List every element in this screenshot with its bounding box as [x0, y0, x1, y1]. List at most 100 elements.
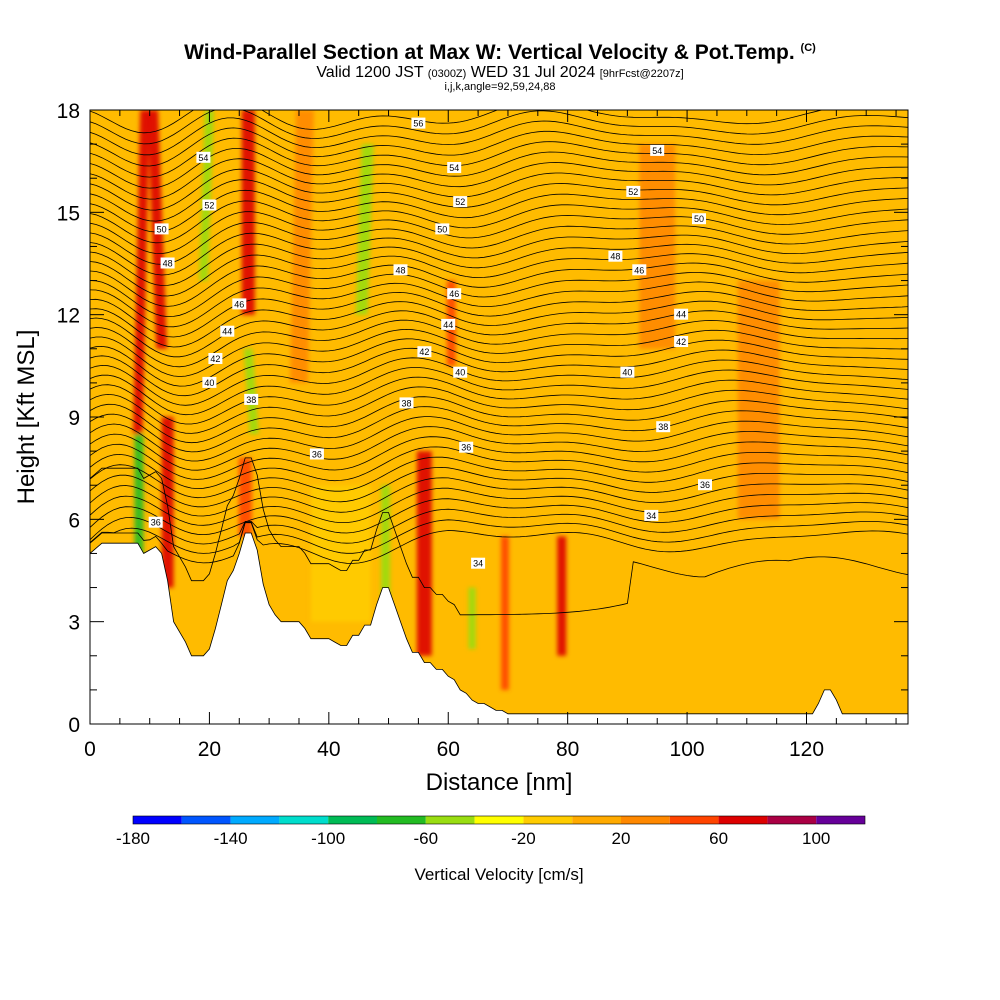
theta-contour-line — [90, 347, 908, 397]
theta-label-background — [309, 448, 324, 460]
theta-label-text: 36 — [461, 443, 471, 453]
theta-contour-line — [90, 446, 908, 490]
colorbar-tick-label: 100 — [802, 829, 830, 848]
colorbar-swatch — [669, 816, 719, 824]
theta-contour-line — [90, 127, 908, 167]
x-tick-label: 20 — [198, 738, 221, 761]
theta-label-text: 46 — [634, 265, 644, 275]
theta-label-background — [202, 199, 217, 211]
theta-label: 36 — [698, 479, 712, 491]
y-tick-label: 18 — [57, 100, 80, 123]
chart-subtitle: Valid 1200 JST (0300Z) WED 31 Jul 2024 [… — [0, 65, 1000, 82]
colorbar-tick-label: -100 — [311, 829, 345, 848]
theta-label-background — [148, 516, 163, 528]
theta-contour-line — [90, 328, 908, 377]
colorbar-frame — [132, 815, 866, 825]
theta-label-background — [196, 151, 211, 163]
theta-label-text: 50 — [694, 214, 704, 224]
colorbar-swatch — [523, 816, 573, 824]
theta-contours — [90, 110, 908, 616]
theta-label-background — [447, 288, 462, 300]
theta-label-background — [202, 376, 217, 388]
velocity-band — [133, 110, 150, 435]
theta-label: 50 — [692, 213, 706, 225]
theta-label-background — [698, 479, 712, 491]
theta-contour-line — [90, 456, 908, 499]
theta-contour-labels: 36 36 36 36 34 34 38 38 38 40 40 40 42 42 42 44 44 44 46 46… — [148, 117, 712, 569]
theta-label: 34 — [471, 557, 486, 569]
theta-label-background — [626, 185, 641, 197]
theta-label-text: 44 — [676, 310, 686, 320]
theta-contour-line — [90, 110, 908, 145]
theta-label: 42 — [417, 346, 432, 358]
theta-contour-line — [90, 281, 908, 328]
velocity-band — [310, 485, 371, 622]
theta-label: 40 — [453, 366, 468, 378]
colorbar-swatch — [767, 816, 817, 824]
terrain-mask — [90, 532, 908, 724]
theta-label-background — [417, 346, 432, 358]
theta-label: 46 — [232, 298, 247, 310]
theta-label-background — [453, 366, 468, 378]
theta-label: 42 — [674, 336, 689, 347]
theta-contour-line — [90, 148, 908, 189]
copyright-mark: (C) — [800, 42, 816, 54]
velocity-band — [416, 451, 432, 656]
theta-label-background — [441, 318, 456, 330]
theta-label: 36 — [148, 516, 163, 528]
velocity-band — [737, 280, 780, 520]
theta-label-text: 48 — [395, 265, 405, 275]
theta-label: 40 — [620, 366, 635, 378]
theta-label-background — [220, 325, 235, 337]
theta-label: 54 — [196, 151, 211, 163]
velocity-bands — [133, 110, 780, 690]
theta-label-text: 36 — [700, 480, 710, 490]
velocity-band — [381, 485, 390, 605]
theta-label-text: 50 — [157, 224, 167, 234]
y-tick-label: 12 — [57, 305, 80, 328]
theta-contour-line — [90, 357, 908, 406]
colorbar-swatch — [572, 816, 621, 824]
colorbar-tick-label: -180 — [116, 829, 150, 848]
valid-time-utc: (0300Z) — [427, 68, 467, 80]
theta-label-text: 36 — [312, 450, 322, 460]
x-tick-label: 0 — [84, 738, 96, 761]
theta-label: 48 — [608, 250, 623, 262]
theta-label-text: 52 — [204, 201, 214, 211]
theta-contour-line — [90, 189, 908, 233]
valid-time-local: Valid 1200 JST — [316, 64, 424, 81]
theta-contour-line — [90, 522, 908, 564]
theta-label: 54 — [650, 144, 665, 156]
theta-label: 52 — [626, 185, 641, 197]
theta-label-text: 34 — [646, 511, 656, 521]
theta-contour-line — [90, 110, 824, 134]
theta-contour-line — [90, 406, 908, 453]
theta-label: 46 — [447, 288, 462, 300]
colorbar-tick-label: -60 — [414, 829, 439, 848]
x-tick-label: 120 — [789, 738, 824, 761]
theta-label-text: 52 — [455, 197, 465, 207]
theta-label-background — [644, 509, 659, 521]
theta-label-background — [608, 250, 623, 262]
colorbar-title: Vertical Velocity [cm/s] — [414, 865, 583, 884]
colorbar-tick-label: -20 — [511, 829, 536, 848]
theta-contour-line — [90, 487, 908, 526]
theta-contour-line — [90, 137, 908, 178]
theta-label-background — [459, 441, 474, 453]
theta-label-text: 46 — [234, 299, 244, 309]
y-tick-label: 3 — [68, 612, 80, 635]
velocity-band — [238, 457, 252, 537]
theta-label-text: 38 — [658, 422, 668, 432]
theta-label: 44 — [674, 308, 689, 320]
theta-label-text: 52 — [628, 187, 638, 197]
y-tick-label: 0 — [68, 714, 80, 737]
theta-contour-line — [90, 179, 908, 222]
theta-contour-line — [90, 367, 908, 416]
theta-label-background — [620, 366, 635, 378]
theta-label: 44 — [441, 318, 456, 330]
theta-label-background — [244, 393, 259, 405]
y-tick-label: 6 — [68, 509, 80, 532]
theta-label: 50 — [154, 223, 169, 235]
